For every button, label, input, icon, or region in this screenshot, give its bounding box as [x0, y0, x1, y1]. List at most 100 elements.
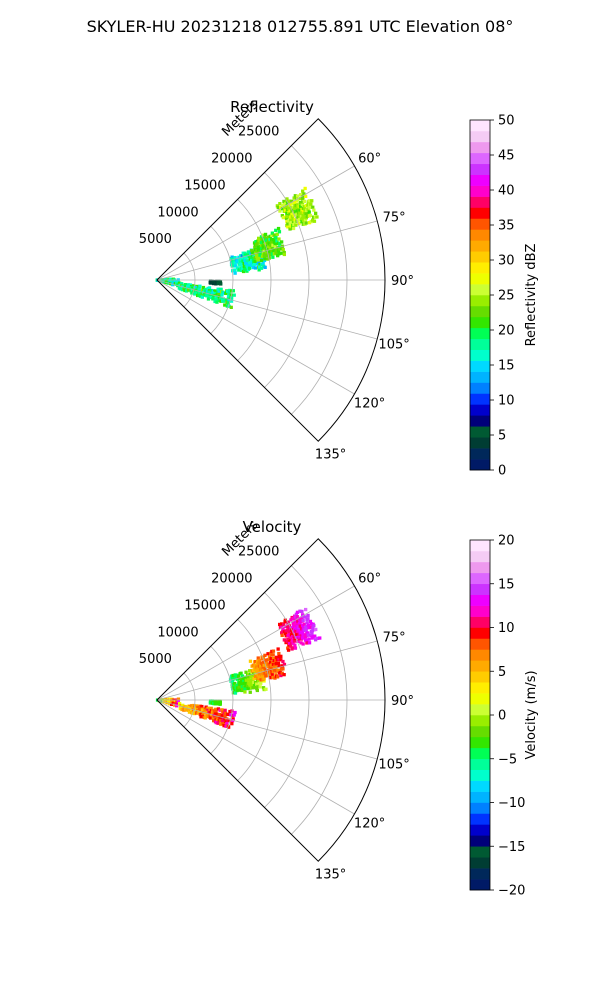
echo-cell — [306, 641, 310, 645]
range-tick-label: 10000 — [157, 625, 198, 640]
echo-cell — [248, 669, 252, 673]
echo-region-mid-band — [248, 647, 287, 682]
echo-cell — [252, 680, 256, 685]
echo-cell — [265, 671, 269, 676]
echo-cell — [241, 677, 245, 681]
echo-cell — [298, 609, 302, 613]
echo-cell — [276, 254, 280, 258]
echo-cell — [300, 200, 305, 204]
echo-cell — [219, 722, 223, 726]
echo-cell — [302, 622, 306, 626]
echo-cell — [227, 712, 231, 716]
echo-cell — [255, 688, 259, 693]
echo-cell — [240, 685, 244, 689]
echo-cell — [244, 255, 248, 259]
echo-cell — [275, 204, 279, 208]
echo-cell — [291, 617, 295, 621]
echo-cell — [298, 631, 302, 635]
range-tick-label: 20000 — [211, 572, 252, 587]
echo-cell — [286, 633, 290, 638]
azimuth-tick-label: 135° — [315, 448, 346, 463]
echo-cell — [226, 289, 230, 293]
echo-cell — [233, 256, 237, 260]
echo-cell — [247, 264, 251, 268]
echo-cell — [220, 293, 224, 297]
colorbar: 0 5 10 15 20 25 30 35 40 45 50 Reflectivity dBZ — [469, 114, 539, 479]
colorbar-step — [470, 196, 490, 208]
colorbar-tick-label: 25 — [498, 289, 515, 304]
echo-cell — [214, 721, 218, 725]
echo-cell — [207, 290, 211, 294]
colorbar-step — [470, 141, 490, 154]
echo-cell — [255, 262, 260, 266]
echo-cell — [285, 197, 289, 201]
echo-cell — [274, 251, 278, 255]
colorbar-tick-label: 15 — [498, 359, 515, 374]
echo-cell — [268, 234, 272, 238]
echo-cell — [230, 255, 234, 259]
echo-cell — [249, 252, 253, 256]
echo-cell — [233, 691, 238, 695]
echo-cell — [217, 712, 221, 717]
echo-cell — [297, 217, 302, 222]
echo-region-southeast-band — [177, 281, 236, 309]
echo-cell — [301, 626, 305, 630]
echo-cell — [230, 722, 234, 726]
figure-title: SKYLER-HU 20231218 012755.891 UTC Elevat… — [87, 17, 514, 36]
echo-cell — [275, 242, 279, 246]
colorbar-step — [470, 163, 490, 175]
echo-cell — [294, 612, 298, 616]
echo-cell — [311, 635, 315, 639]
colorbar-step — [470, 682, 490, 694]
echo-cell — [221, 290, 225, 294]
echo-cell — [302, 205, 307, 209]
colorbar-step — [470, 437, 490, 449]
echo-cell — [302, 192, 306, 196]
echo-cell — [300, 202, 304, 207]
colorbar-step — [470, 671, 490, 683]
echo-cell — [274, 659, 278, 663]
echo-cell — [269, 657, 273, 661]
echo-cell — [301, 195, 305, 199]
echo-cell — [282, 622, 286, 626]
echo-cell — [306, 613, 310, 618]
echo-cell — [276, 675, 280, 679]
echo-cell — [305, 624, 309, 629]
echo-cell — [273, 233, 277, 237]
echo-cell — [216, 287, 220, 291]
echo-cell — [283, 208, 288, 212]
echo-cell — [250, 681, 254, 685]
echo-cell — [242, 264, 246, 269]
echo-cell — [289, 618, 293, 622]
echo-cell — [270, 247, 275, 251]
echo-cell — [227, 291, 231, 296]
echo-cell — [274, 248, 278, 253]
echo-cell — [271, 663, 276, 667]
echo-cell — [296, 619, 300, 623]
echo-cell — [282, 252, 286, 257]
range-tick-label: 20000 — [211, 152, 252, 167]
echo-cell — [259, 258, 264, 263]
echo-cell — [275, 239, 279, 243]
echo-cell — [253, 259, 257, 263]
echo-cell — [246, 672, 251, 677]
echo-cell — [296, 198, 300, 202]
echo-cell — [249, 684, 253, 688]
echo-cell — [298, 201, 303, 205]
echo-cell — [269, 253, 273, 257]
echo-cell — [198, 290, 202, 294]
echo-cell — [231, 673, 235, 678]
echo-cell — [288, 227, 292, 231]
colorbar-step — [470, 262, 490, 274]
colorbar-step — [470, 229, 490, 241]
echo-cell — [304, 194, 308, 198]
echo-cell — [279, 205, 283, 210]
colorbar-step — [470, 758, 490, 770]
echo-cell — [251, 257, 255, 261]
echo-cell — [270, 239, 275, 243]
echo-cell — [254, 672, 258, 677]
echo-cell — [258, 658, 262, 662]
echo-cell — [241, 259, 245, 263]
colorbar-step — [470, 273, 490, 285]
echo-cell — [232, 259, 236, 263]
